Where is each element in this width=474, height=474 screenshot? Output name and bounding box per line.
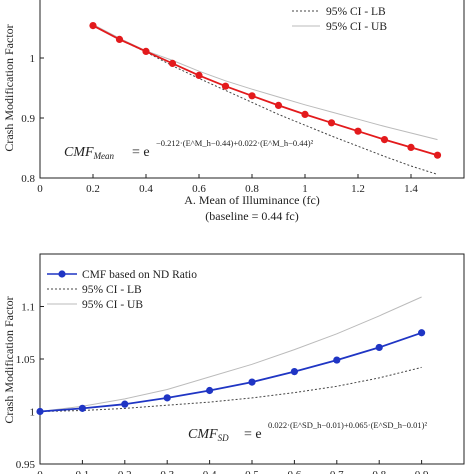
bottom-x-tick-label: 0.5: [245, 469, 259, 474]
top-data-point: [142, 47, 150, 56]
bottom-y-tick-label: 1: [30, 407, 36, 419]
top-data-point: [327, 119, 336, 127]
bottom-data-point: [78, 404, 86, 412]
formula-lhs-bottom: CMFSD: [188, 427, 229, 443]
top-data-point: [274, 101, 283, 109]
bottom-data-point: [290, 368, 298, 376]
top-x-tick-label: 0: [37, 183, 43, 195]
ticks-bottom: [39, 306, 423, 465]
formula-exponent-bottom: 0.022·(E^SD_h−0.01)+0.065·(E^SD_h−0.01)²: [268, 420, 427, 430]
top-series-line-ub: [92, 23, 438, 141]
top-x-tick-label: 1.2: [351, 183, 365, 195]
bottom-y-tick-label: 1.05: [16, 354, 36, 366]
bottom-data-point: [333, 356, 341, 364]
top-data-point: [407, 143, 415, 151]
top-data-point: [433, 151, 442, 159]
y-axis-label-bottom: Crash Modification Factor: [2, 296, 16, 423]
formula-base-bottom: = e: [244, 427, 262, 442]
formula-exponent-top: −0.212·(E^M_h−0.44)+0.022·(E^M_h−0.44)²: [156, 138, 314, 148]
legend-top: 95% CI - LB 95% CI - UB: [292, 6, 387, 33]
bottom-data-point: [375, 343, 383, 352]
top-x-tick-label: 1: [302, 183, 308, 195]
bottom-x-tick-label: 0.2: [118, 469, 132, 474]
formula-lhs-top: CMFMean: [64, 145, 115, 161]
top-x-tick-label: 0.4: [139, 183, 153, 195]
y-axis-label-top: Crash Modification Factor: [2, 24, 16, 151]
y-tick-labels-bottom: 0.95 1 1.05 1.1: [16, 302, 36, 472]
top-data-point: [195, 71, 203, 79]
x-axis-sublabel-top: (baseline = 0.44 fc): [205, 209, 298, 223]
top-data-point: [248, 92, 256, 100]
legend-label-cmf-bottom: CMF based on ND Ratio: [82, 269, 197, 281]
markers-top: [89, 22, 442, 159]
bottom-data-point: [418, 329, 426, 337]
y-tick-labels-top: 0.8 0.9 1: [21, 53, 35, 185]
top-x-tick-label: 1.4: [404, 183, 418, 195]
top-x-tick-label: 0.8: [245, 183, 259, 195]
bottom-x-tick-label: 0.3: [160, 469, 174, 474]
legend-label-lb-top: 95% CI - LB: [326, 6, 386, 18]
bottom-data-point: [163, 394, 171, 402]
top-data-point: [168, 59, 177, 67]
legend-marker-cmf-bottom: [58, 270, 66, 278]
legend-bottom: CMF based on ND Ratio 95% CI - LB 95% CI…: [47, 269, 197, 311]
bottom-y-tick-label: 0.95: [16, 459, 36, 471]
x-axis-label-top: A. Mean of Illuminance (fc): [184, 193, 320, 207]
formula-bottom: CMFSD = e 0.022·(E^SD_h−0.01)+0.065·(E^S…: [188, 420, 427, 443]
bottom-x-tick-label: 0.9: [415, 469, 429, 474]
top-data-point: [380, 136, 389, 144]
bottom-x-tick-label: 0.4: [203, 469, 217, 474]
markers-bottom: [36, 329, 426, 416]
bottom-y-tick-label: 1.1: [21, 302, 35, 314]
bottom-series-line-lb: [39, 366, 422, 412]
bottom-data-point: [121, 400, 129, 408]
bottom-x-tick-label: 0.1: [76, 469, 90, 474]
top-y-tick-label: 1: [30, 53, 36, 65]
bottom-data-point: [36, 407, 44, 416]
legend-label-lb-bottom: 95% CI - LB: [82, 284, 142, 296]
formula-base-top: = e: [132, 145, 150, 160]
bottom-data-point: [206, 386, 214, 395]
series-top: [92, 23, 438, 175]
top-data-point: [354, 127, 362, 135]
ticks-top: [39, 57, 412, 179]
bottom-series-line-main: [39, 331, 422, 413]
bottom-x-tick-label: 0.8: [372, 469, 386, 474]
legend-label-ub-top: 95% CI - UB: [326, 21, 387, 33]
bottom-x-tick-label: 0: [37, 469, 43, 474]
formula-top: CMFMean = e −0.212·(E^M_h−0.44)+0.022·(E…: [64, 138, 314, 161]
bottom-x-tick-label: 0.7: [330, 469, 344, 474]
top-data-point: [89, 22, 97, 30]
top-data-point: [301, 110, 309, 118]
x-tick-labels-bottom: 0 0.1 0.2 0.3 0.4 0.5 0.6 0.7 0.8 0.9: [37, 469, 429, 474]
series-bottom: [39, 296, 422, 413]
bottom-series-line-ub: [39, 296, 422, 412]
top-data-point: [221, 82, 230, 90]
legend-label-ub-bottom: 95% CI - UB: [82, 299, 143, 311]
top-y-tick-label: 0.9: [21, 113, 35, 125]
chart-top: 0 0.2 0.4 0.6 0.8 1 1.2 1.4 0.8 0.9 1 A. Mean of …: [2, 0, 465, 223]
bottom-data-point: [248, 378, 256, 386]
top-y-tick-label: 0.8: [21, 173, 35, 185]
top-x-tick-label: 0.2: [86, 183, 100, 195]
top-series-line-main: [92, 24, 438, 157]
top-data-point: [115, 35, 124, 44]
bottom-x-tick-label: 0.6: [288, 469, 302, 474]
chart-bottom: 0 0.1 0.2 0.3 0.4 0.5 0.6 0.7 0.8 0.9 0.95 1 1.05 1.…: [2, 253, 465, 474]
top-x-tick-label: 0.6: [192, 183, 206, 195]
x-tick-labels-top: 0 0.2 0.4 0.6 0.8 1 1.2 1.4: [37, 183, 418, 195]
